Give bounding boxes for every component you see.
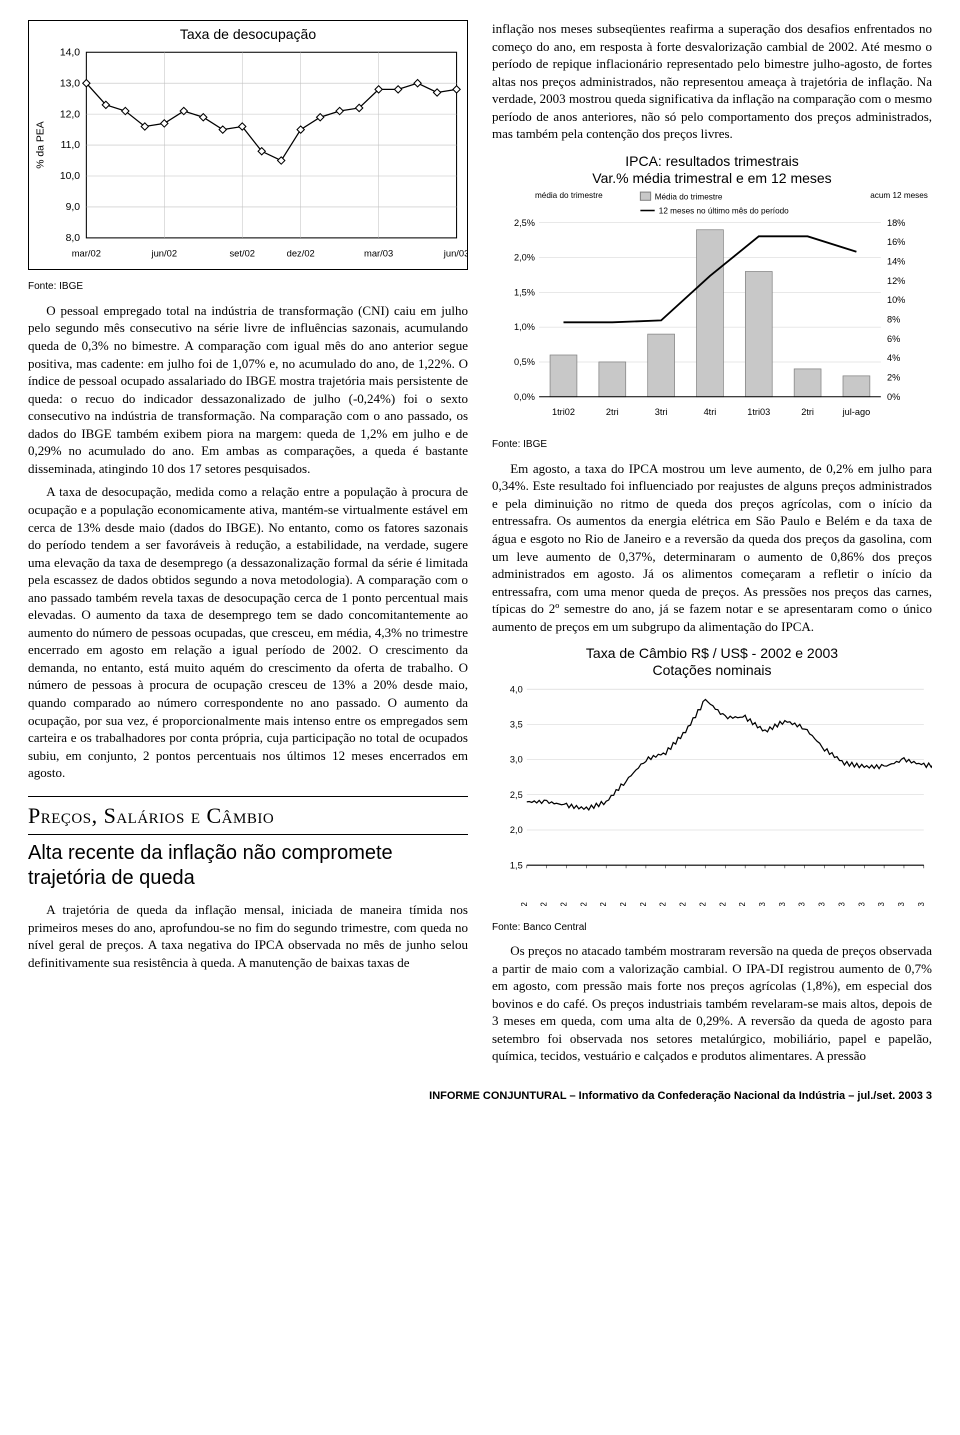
svg-text:14,0: 14,0 bbox=[60, 47, 80, 58]
chart1-source: Fonte: IBGE bbox=[28, 280, 468, 294]
svg-text:1,5: 1,5 bbox=[510, 860, 523, 870]
chart-ipca: média do trimestre acum 12 meses Média do … bbox=[492, 188, 932, 428]
svg-text:Média do trimestre: Média do trimestre bbox=[655, 193, 723, 202]
svg-text:4tri: 4tri bbox=[704, 408, 717, 418]
chart-desocupacao: Taxa de desocupação 8,0 9,0 10,0 11,0 12,0 13… bbox=[28, 20, 468, 270]
svg-text:2,0: 2,0 bbox=[510, 825, 523, 835]
chart1-body: 8,0 9,0 10,0 11,0 12,0 13,0 14,0 % da PEA mar/02… bbox=[29, 46, 467, 270]
chart3-title-l2: Cotações nominais bbox=[652, 662, 771, 678]
svg-text:1tri02: 1tri02 bbox=[552, 408, 575, 418]
svg-text:16%: 16% bbox=[887, 238, 905, 248]
svg-text:3,5: 3,5 bbox=[510, 719, 523, 729]
svg-text:jul03: jul03 bbox=[877, 901, 886, 906]
left-column: Taxa de desocupação 8,0 9,0 10,0 11,0 12,0 13… bbox=[28, 20, 468, 1071]
svg-text:jul-ago: jul-ago bbox=[842, 408, 871, 418]
svg-text:jun/02: jun/02 bbox=[151, 249, 178, 259]
chart2-title: IPCA: resultados trimestrais Var.% média… bbox=[492, 149, 932, 189]
col2-para-1: inflação nos meses subseqüentes reafirma… bbox=[492, 20, 932, 143]
svg-text:9,0: 9,0 bbox=[66, 202, 81, 213]
svg-text:14%: 14% bbox=[887, 257, 905, 267]
svg-text:abr03: abr03 bbox=[818, 901, 827, 906]
svg-text:jan02: jan02 bbox=[520, 901, 529, 906]
chart2-body: média do trimestre acum 12 meses Média do … bbox=[492, 188, 932, 428]
svg-text:12 meses no último mês do perí: 12 meses no último mês do período bbox=[659, 207, 789, 216]
svg-text:mar/02: mar/02 bbox=[72, 249, 101, 259]
svg-text:set02: set02 bbox=[679, 901, 688, 906]
svg-text:set/02: set/02 bbox=[229, 249, 255, 259]
svg-text:10,0: 10,0 bbox=[60, 171, 80, 182]
chart2-source: Fonte: IBGE bbox=[492, 438, 932, 452]
svg-text:out02: out02 bbox=[698, 901, 707, 906]
svg-text:2%: 2% bbox=[887, 373, 900, 383]
chart3-title-l1: Taxa de Câmbio R$ / US$ - 2002 e 2003 bbox=[586, 645, 838, 661]
svg-text:dez/02: dez/02 bbox=[287, 249, 315, 259]
svg-text:jun03: jun03 bbox=[857, 901, 866, 906]
chart-cambio: 1,5 2,0 2,5 3,0 3,5 4,0 jan02 fev02 mar02 abr02 ma… bbox=[492, 681, 932, 911]
col1-para-1: O pessoal empregado total na indústria d… bbox=[28, 302, 468, 477]
svg-text:11,0: 11,0 bbox=[61, 140, 81, 151]
page-footer: INFORME CONJUNTURAL – Informativo da Con… bbox=[28, 1089, 932, 1104]
svg-text:2tri: 2tri bbox=[801, 408, 814, 418]
svg-text:ago02: ago02 bbox=[659, 901, 668, 906]
svg-text:12,0: 12,0 bbox=[60, 109, 80, 120]
svg-text:mai02: mai02 bbox=[599, 901, 608, 906]
svg-text:8,0: 8,0 bbox=[66, 233, 81, 244]
svg-text:4,0: 4,0 bbox=[510, 684, 523, 694]
right-column: inflação nos meses subseqüentes reafirma… bbox=[492, 20, 932, 1071]
col1-para-3: A trajetória de queda da inflação mensal… bbox=[28, 901, 468, 971]
svg-text:nov02: nov02 bbox=[718, 901, 727, 906]
svg-text:mar/03: mar/03 bbox=[364, 249, 393, 259]
section-subtitle: Alta recente da inflação não compromete … bbox=[28, 841, 468, 891]
svg-text:jul02: jul02 bbox=[639, 901, 648, 906]
svg-text:média do trimestre: média do trimestre bbox=[535, 192, 603, 201]
svg-text:4%: 4% bbox=[887, 354, 900, 364]
svg-text:jan03: jan03 bbox=[758, 901, 767, 906]
two-column-layout: Taxa de desocupação 8,0 9,0 10,0 11,0 12,0 13… bbox=[28, 20, 932, 1071]
svg-text:abr02: abr02 bbox=[579, 901, 588, 906]
chart1-title: Taxa de desocupação bbox=[29, 21, 467, 46]
svg-text:0%: 0% bbox=[887, 392, 900, 402]
svg-text:0,0%: 0,0% bbox=[514, 392, 535, 402]
svg-text:2tri: 2tri bbox=[606, 408, 619, 418]
svg-text:acum 12 meses: acum 12 meses bbox=[870, 192, 928, 201]
svg-text:% da PEA: % da PEA bbox=[36, 121, 47, 168]
chart3-title: Taxa de Câmbio R$ / US$ - 2002 e 2003 Co… bbox=[492, 641, 932, 681]
svg-text:12%: 12% bbox=[887, 276, 905, 286]
svg-text:dez02: dez02 bbox=[738, 901, 747, 906]
chart3-body: 1,5 2,0 2,5 3,0 3,5 4,0 jan02 fev02 mar02 abr02 ma… bbox=[492, 681, 932, 911]
svg-text:mai03: mai03 bbox=[837, 901, 846, 906]
chart3-source: Fonte: Banco Central bbox=[492, 921, 932, 935]
svg-text:3tri: 3tri bbox=[655, 408, 668, 418]
svg-text:mar02: mar02 bbox=[559, 901, 568, 906]
col2-para-3: Os preços no atacado também mostraram re… bbox=[492, 942, 932, 1065]
svg-text:2,5: 2,5 bbox=[510, 790, 523, 800]
svg-text:1,0%: 1,0% bbox=[514, 323, 535, 333]
svg-text:1tri03: 1tri03 bbox=[747, 408, 770, 418]
svg-text:18%: 18% bbox=[887, 218, 905, 228]
svg-text:fev03: fev03 bbox=[778, 901, 787, 906]
section-heading: Preços, Salários e Câmbio bbox=[28, 796, 468, 836]
svg-text:1,5%: 1,5% bbox=[514, 288, 535, 298]
svg-text:0,5%: 0,5% bbox=[514, 357, 535, 367]
svg-text:8%: 8% bbox=[887, 315, 900, 325]
svg-text:2,5%: 2,5% bbox=[514, 218, 535, 228]
svg-text:13,0: 13,0 bbox=[60, 78, 80, 89]
svg-text:10%: 10% bbox=[887, 296, 905, 306]
svg-text:jun02: jun02 bbox=[619, 901, 628, 906]
svg-text:6%: 6% bbox=[887, 334, 900, 344]
col1-para-2: A taxa de desocupação, medida como a rel… bbox=[28, 483, 468, 781]
svg-text:jun/03: jun/03 bbox=[443, 249, 467, 259]
svg-text:2,0%: 2,0% bbox=[514, 253, 535, 263]
chart2-title-l1: IPCA: resultados trimestrais bbox=[625, 153, 799, 169]
svg-text:set03: set03 bbox=[917, 901, 926, 906]
svg-text:mar03: mar03 bbox=[798, 901, 807, 906]
svg-text:ago03: ago03 bbox=[897, 901, 906, 906]
chart2-title-l2: Var.% média trimestral e em 12 meses bbox=[592, 170, 831, 186]
svg-text:fev02: fev02 bbox=[540, 901, 549, 906]
svg-text:3,0: 3,0 bbox=[510, 755, 523, 765]
col2-para-2: Em agosto, a taxa do IPCA mostrou um lev… bbox=[492, 460, 932, 635]
